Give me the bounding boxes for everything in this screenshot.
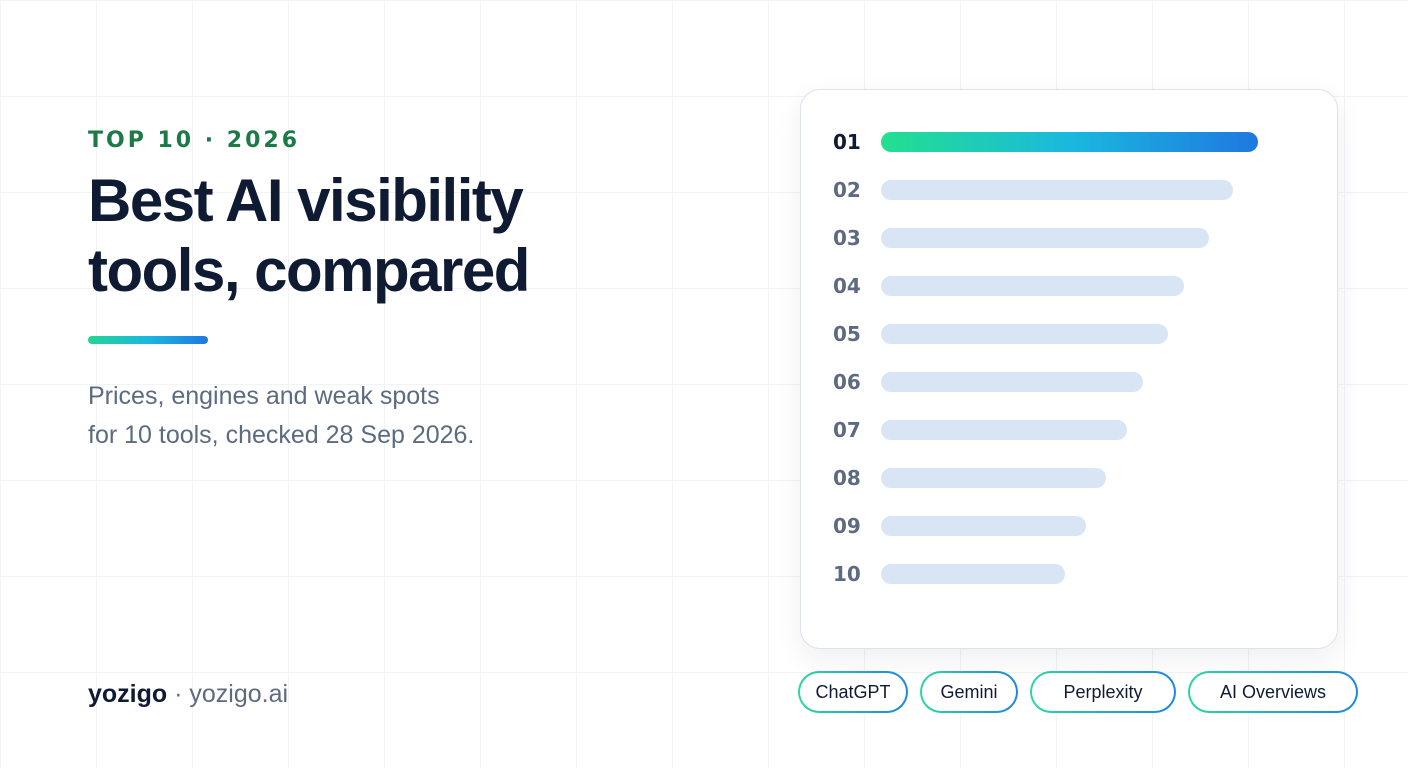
rank-row[interactable]: 10 [801, 562, 1339, 586]
rank-row[interactable]: 03 [801, 226, 1339, 250]
rank-bar [881, 468, 1106, 488]
title-line-1: Best AI visibility [88, 167, 524, 234]
engine-pill-chatgpt[interactable]: ChatGPT [798, 671, 908, 713]
engine-pill-gemini[interactable]: Gemini [920, 671, 1018, 713]
rank-bar [881, 180, 1233, 200]
brand-name: yozigo [88, 680, 168, 708]
rank-row[interactable]: 09 [801, 514, 1339, 538]
rank-number: 07 [833, 418, 861, 442]
rank-number: 01 [833, 130, 861, 154]
eyebrow-label: TOP 10 · 2026 [88, 128, 301, 153]
rank-row[interactable]: 04 [801, 274, 1339, 298]
subtitle: Prices, engines and weak spots for 10 to… [88, 377, 648, 455]
rank-row[interactable]: 01 [801, 130, 1339, 154]
rank-bar [881, 132, 1258, 152]
rank-bar [881, 516, 1086, 536]
rank-bar [881, 420, 1127, 440]
subtitle-line-1: Prices, engines and weak spots [88, 382, 440, 410]
rank-number: 10 [833, 562, 861, 586]
rank-row[interactable]: 08 [801, 466, 1339, 490]
rank-row[interactable]: 05 [801, 322, 1339, 346]
engine-pill-ai-overviews[interactable]: AI Overviews [1188, 671, 1358, 713]
rank-number: 05 [833, 322, 861, 346]
rank-number: 03 [833, 226, 861, 250]
engine-pill-label: Perplexity [1032, 673, 1174, 711]
rank-bar [881, 324, 1168, 344]
rank-row[interactable]: 02 [801, 178, 1339, 202]
page-title: Best AI visibility tools, compared [88, 166, 708, 306]
rank-bar [881, 372, 1143, 392]
rank-bar [881, 276, 1184, 296]
rank-number: 09 [833, 514, 861, 538]
rank-row[interactable]: 07 [801, 418, 1339, 442]
engine-pill-perplexity[interactable]: Perplexity [1030, 671, 1176, 713]
rank-number: 02 [833, 178, 861, 202]
title-line-2: tools, compared [88, 237, 530, 304]
brand-separator: · [167, 680, 190, 708]
brand-domain[interactable]: yozigo.ai [189, 680, 289, 708]
rank-bar [881, 228, 1209, 248]
rank-number: 08 [833, 466, 861, 490]
accent-divider [88, 336, 208, 344]
rank-row[interactable]: 06 [801, 370, 1339, 394]
rank-bar [881, 564, 1065, 584]
engine-pill-label: ChatGPT [800, 673, 906, 711]
brand-footer: yozigo · yozigo.ai [88, 680, 288, 709]
engine-pill-label: Gemini [922, 673, 1016, 711]
subtitle-line-2: for 10 tools, checked 28 Sep 2026. [88, 421, 475, 449]
rank-number: 04 [833, 274, 861, 298]
rank-number: 06 [833, 370, 861, 394]
ranking-card: 01 02 03 04 05 06 07 08 09 10 [800, 89, 1338, 649]
engine-pill-label: AI Overviews [1190, 673, 1356, 711]
